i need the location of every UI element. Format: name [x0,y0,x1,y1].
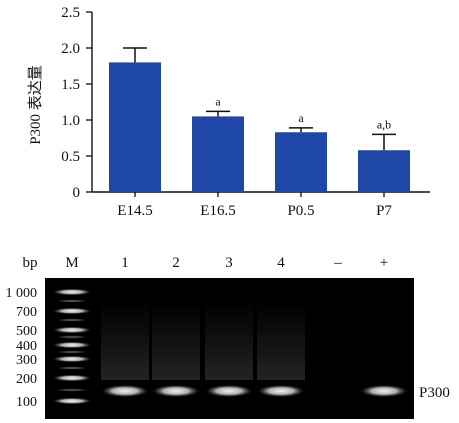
y-tick-label: 1.0 [61,113,80,129]
ladder-band [53,355,91,363]
ladder-band-faint [56,318,88,322]
x-tick-label: P7 [376,203,392,219]
significance-label: a [215,94,221,108]
sample-band [206,385,252,397]
y-tick-label: 2.0 [61,41,80,57]
bar-chart: P300 表达量 0 0.5 1.0 1.5 2.0 2.5 a a a,b E14.5 E16… [27,5,430,219]
sample-band [258,385,304,397]
ladder-band [53,326,91,334]
lane-label: 4 [277,255,285,271]
ladder-band [53,307,91,315]
x-tick-labels: E14.5 E16.5 P0.5 P7 [117,192,392,219]
lane-label: 3 [225,255,233,271]
ladder-band-faint [56,335,88,339]
bars: a a a,b [109,47,410,193]
gel-smears [101,300,305,380]
ladder-band-faint [56,350,88,354]
x-tick-label: P0.5 [287,203,314,219]
y-tick-label: 1.5 [61,77,80,93]
sample-band [361,385,407,397]
lane-label: + [380,255,388,271]
lane-label: 1 [121,255,129,271]
sample-band [153,385,199,397]
lane-label: 2 [172,255,180,271]
ladder-label: 400 [16,339,37,354]
ladder-band [53,397,91,405]
ladder-label: 1 000 [6,286,38,301]
lane-smear [205,300,253,380]
y-tick-label: 0 [73,185,81,201]
ladder-label: 500 [16,324,37,339]
lane-label: M [65,255,78,271]
y-tick-label: 0.5 [61,149,80,165]
ladder-band [53,374,91,382]
x-tick-label: E14.5 [117,203,152,219]
bar [192,116,244,192]
y-tick-label: 2.5 [61,5,80,21]
y-axis-title: P300 表达量 [27,65,44,145]
y-ticks: 0 0.5 1.0 1.5 2.0 2.5 [61,5,92,201]
ladder-label: 700 [16,305,37,320]
bar [358,150,410,192]
significance-label: a [298,111,304,125]
lane-smear [101,300,149,380]
gel-unit-label: bp [23,255,38,271]
ladder-label: 300 [16,353,37,368]
bar [109,62,161,193]
ladder-band [53,288,91,296]
significance-label: a,b [377,117,391,131]
bar [275,132,327,192]
ladder-band-faint [56,388,88,392]
ladder-bands [53,288,91,405]
lane-labels: M 1 2 3 4 – + [65,255,388,271]
ladder-label: 200 [16,372,37,387]
ladder-band [53,341,91,349]
lane-smear [152,300,200,380]
ladder-band-faint [56,366,88,370]
x-tick-label: E16.5 [200,203,235,219]
gel-band-label: P300 [419,385,450,401]
lane-label: – [333,255,342,271]
lane-smear [257,300,305,380]
sample-bands [102,385,407,397]
ladder-band-faint [56,299,88,303]
ladder-label: 100 [16,395,37,410]
sample-band [102,385,148,397]
